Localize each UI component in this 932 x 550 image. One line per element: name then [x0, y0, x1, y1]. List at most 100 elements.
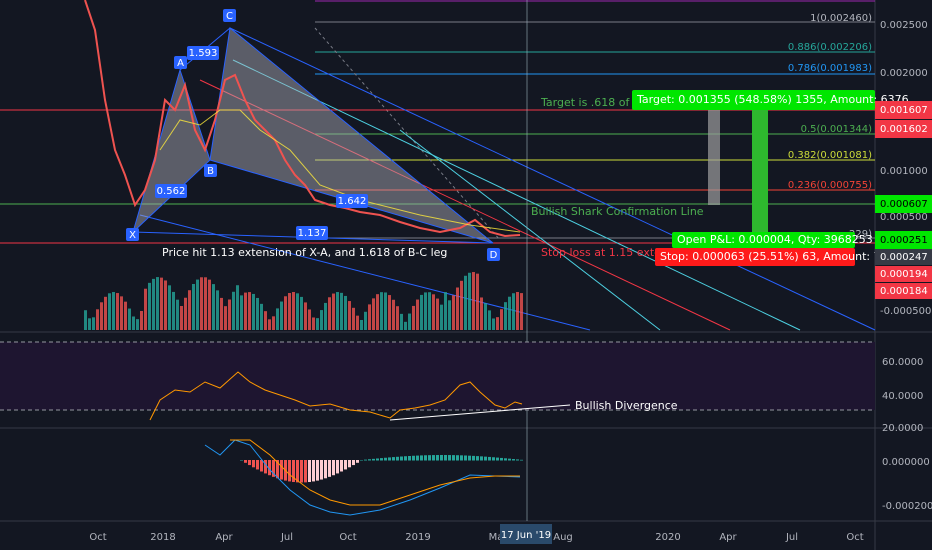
macd-bar: [244, 460, 247, 463]
volume-bar: [328, 297, 331, 330]
macd-bar: [396, 456, 399, 461]
volume-bar: [420, 294, 423, 330]
volume-bar: [352, 307, 355, 330]
channel-line: [399, 129, 661, 331]
macd-bar: [500, 457, 503, 461]
rsi-tick: 40.0000: [882, 391, 923, 402]
volume-bar: [92, 317, 95, 330]
macd-bar: [452, 455, 455, 461]
time-tick: 2018: [150, 532, 175, 543]
volume-bar: [232, 291, 235, 330]
moving-average: [159, 109, 521, 233]
volume-bar: [128, 308, 131, 330]
time-tick: Ma: [489, 532, 504, 543]
time-tick: 2020: [655, 532, 680, 543]
channel-line: [229, 27, 876, 331]
macd-bar: [292, 460, 295, 483]
price-tick: 0.002000: [880, 68, 928, 79]
volume-bar: [144, 288, 147, 330]
signal-line: [230, 439, 520, 506]
time-tick: Oct: [89, 532, 106, 543]
volume-bar: [196, 279, 199, 330]
fib-label: 0.5(0.001344): [801, 124, 873, 135]
macd-bar: [404, 456, 407, 461]
point-box: [126, 228, 139, 241]
target-label: Target: 0.001355 (548.58%) 1355, Amount:…: [636, 93, 909, 106]
price-axis: 0.002500 0.002000 0.001000 0.000500 -0.0…: [880, 20, 931, 317]
volume-bar: [320, 310, 323, 330]
volume-bar: [492, 318, 495, 330]
volume-bar: [108, 293, 111, 330]
volume-bar: [268, 319, 271, 330]
macd-bar: [456, 455, 459, 461]
price-marker-label: 0.000184: [880, 286, 928, 297]
macd-bar: [364, 459, 367, 461]
point-label: D: [490, 250, 498, 261]
point-label: X: [129, 230, 136, 241]
macd-bar: [448, 455, 451, 461]
macd-bar: [392, 457, 395, 461]
volume-bar: [168, 285, 171, 330]
volume-bar: [456, 287, 459, 330]
volume-bar: [436, 298, 439, 330]
volume-bar: [388, 295, 391, 330]
position-profit: [752, 110, 768, 232]
macd-bar: [376, 458, 379, 461]
time-tick: Aug: [553, 532, 573, 543]
volume-bar: [180, 305, 183, 330]
macd-bar: [324, 460, 327, 479]
price-marker-label: 0.000194: [880, 269, 928, 280]
macd-tick: -0.000200: [882, 501, 932, 512]
price-marker-label: 0.001607: [880, 105, 928, 116]
position-range: [708, 110, 720, 205]
volume-bar: [312, 317, 315, 330]
volume-bar: [296, 293, 299, 330]
fib-label: 1(0.002460): [810, 13, 872, 24]
volume-bar: [300, 296, 303, 330]
ratio-box: [336, 194, 368, 208]
volume-bar: [104, 296, 107, 330]
volume-bar: [488, 310, 491, 330]
rsi-tick: 60.0000: [882, 357, 923, 368]
volume-bar: [172, 291, 175, 330]
macd-bar: [384, 457, 387, 461]
target-box[interactable]: [632, 90, 875, 110]
point-label: A: [177, 58, 184, 69]
volume-bar: [428, 292, 431, 330]
volume-bar: [480, 297, 483, 330]
volume-bar: [244, 292, 247, 330]
volume-bar: [512, 293, 515, 330]
annotation: Bullish Divergence: [575, 399, 678, 412]
macd-bar: [508, 458, 511, 461]
stop-label: Stop: 0.000063 (25.51%) 63, Amount: 750: [660, 250, 895, 263]
volume-bar: [484, 303, 487, 330]
volume-bar: [184, 297, 187, 330]
price-marker-label: 0.000247: [880, 252, 928, 263]
volume-bar: [452, 295, 455, 330]
volume-bar: [476, 273, 479, 330]
pl-box[interactable]: [672, 232, 855, 248]
volume-bar: [260, 303, 263, 330]
volume-bar: [348, 301, 351, 330]
time-tick: Apr: [719, 532, 737, 543]
volume-bar: [392, 299, 395, 330]
volume-bar: [212, 284, 215, 330]
macd-bar: [304, 460, 307, 483]
ratio-label: 1.593: [189, 48, 218, 59]
macd-bar: [420, 455, 423, 461]
macd-bar: [416, 455, 419, 461]
macd-bar: [288, 460, 291, 482]
volume-bar: [384, 292, 387, 330]
macd-bar: [440, 455, 443, 461]
time-tick: Jul: [785, 532, 798, 543]
stop-box[interactable]: [655, 248, 855, 266]
time-tick: Oct: [846, 532, 863, 543]
macd-bar: [368, 459, 371, 461]
price-tick: 0.000500: [880, 212, 928, 223]
price-tick: 0.002500: [880, 20, 928, 31]
volume-bar: [96, 309, 99, 330]
fib-label: 0.886(0.002206): [788, 42, 872, 53]
volume-bar: [220, 297, 223, 330]
macd-bar: [252, 460, 255, 468]
